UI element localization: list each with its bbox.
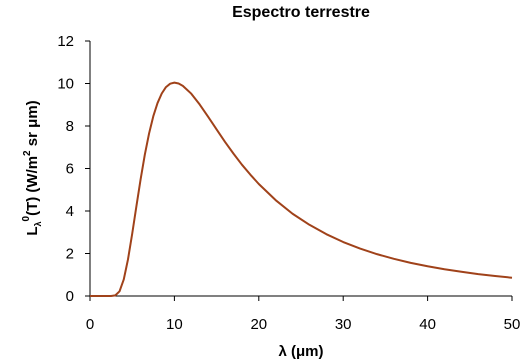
x-axis-ticks: 0 10 20 30 40 50 [86, 296, 521, 333]
x-tick-label: 30 [335, 316, 352, 333]
y-tick-label: 4 [66, 203, 74, 220]
y-axis-ticks: 0 2 4 6 8 10 12 [57, 33, 90, 305]
x-axis-label: λ (μm) [278, 343, 323, 360]
y-tick-label: 2 [66, 246, 74, 263]
x-tick-label: 0 [86, 316, 94, 333]
y-label-unit-superscript: 2 [22, 150, 33, 156]
series-layer [90, 81, 513, 297]
y-tick-label: 12 [57, 33, 74, 50]
y-tick-label: 10 [57, 76, 74, 93]
y-tick-label: 8 [66, 118, 74, 135]
x-tick-label: 20 [250, 316, 267, 333]
series-line [90, 81, 513, 297]
y-label-subscript: λ [33, 221, 43, 226]
chart-title: Espectro terrestre [232, 4, 370, 21]
x-tick-label: 50 [504, 316, 521, 333]
y-axis-label: Lλ0(T) (W/m2 sr μm) [21, 100, 43, 235]
x-tick-label: 40 [419, 316, 436, 333]
y-tick-label: 0 [66, 288, 74, 305]
y-tick-label: 6 [66, 161, 74, 178]
y-label-tail: sr μm) [24, 100, 41, 150]
x-tick-label: 10 [166, 316, 183, 333]
y-label-body: (T) (W/m [24, 156, 41, 216]
y-label-superscript: 0 [21, 215, 32, 221]
y-label-prefix: L [24, 226, 41, 235]
plot-area [89, 41, 512, 297]
